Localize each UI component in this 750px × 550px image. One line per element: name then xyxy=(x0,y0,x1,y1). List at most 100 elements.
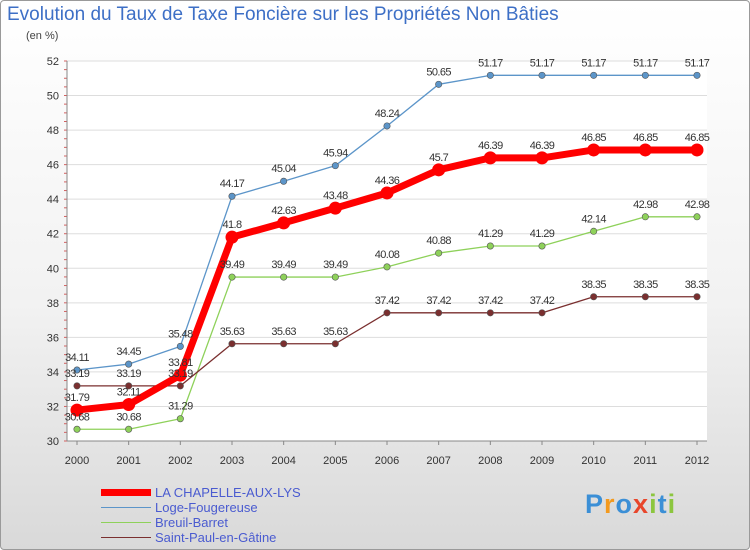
data-point xyxy=(228,192,236,200)
data-label: 42.98 xyxy=(685,199,710,211)
data-label: 46.85 xyxy=(581,132,606,144)
data-label: 37.42 xyxy=(375,295,400,307)
y-tick-label: 34 xyxy=(47,367,59,379)
data-label: 37.42 xyxy=(478,295,503,307)
data-point xyxy=(70,403,84,417)
data-label: 33.19 xyxy=(116,368,141,380)
logo-letter: i xyxy=(667,489,677,519)
data-label: 46.39 xyxy=(478,140,503,152)
data-point xyxy=(693,213,701,221)
data-point xyxy=(73,382,81,390)
data-label: 35.63 xyxy=(271,326,296,338)
data-label: 46.85 xyxy=(633,132,658,144)
data-point xyxy=(432,163,446,177)
data-point xyxy=(125,382,133,390)
data-point xyxy=(331,162,339,170)
x-tick-label: 2012 xyxy=(685,455,709,467)
data-point xyxy=(331,340,339,348)
data-label: 30.68 xyxy=(116,411,141,423)
data-label: 46.85 xyxy=(685,132,710,144)
legend-swatch xyxy=(101,506,151,509)
x-tick-label: 2007 xyxy=(426,455,450,467)
y-tick-label: 50 xyxy=(47,91,59,103)
data-point xyxy=(176,415,184,423)
legend-label: Loge-Fougereuse xyxy=(155,500,258,515)
y-tick-label: 44 xyxy=(47,194,59,206)
data-point xyxy=(173,368,187,382)
data-point xyxy=(590,71,598,79)
x-tick-label: 2002 xyxy=(168,455,192,467)
data-point xyxy=(538,309,546,317)
data-point xyxy=(638,143,652,157)
data-label: 43.48 xyxy=(323,190,348,202)
data-label: 42.98 xyxy=(633,199,658,211)
x-tick-label: 2001 xyxy=(116,455,140,467)
legend-label: LA CHAPELLE-AUX-LYS xyxy=(155,485,301,500)
data-label: 33.19 xyxy=(168,368,193,380)
y-tick-label: 42 xyxy=(47,229,59,241)
data-label: 41.29 xyxy=(478,228,503,240)
data-point xyxy=(641,293,649,301)
logo-letter: x xyxy=(633,489,650,519)
data-label: 40.88 xyxy=(426,235,451,247)
legend: LA CHAPELLE-AUX-LYS Loge-Fougereuse Breuil… xyxy=(101,485,301,545)
data-point xyxy=(73,366,81,374)
data-point xyxy=(435,249,443,257)
data-point xyxy=(538,242,546,250)
data-point xyxy=(122,398,136,412)
chart-title: Evolution du Taux de Taxe Foncière sur l… xyxy=(7,4,559,25)
x-tick-label: 2000 xyxy=(65,455,89,467)
data-label: 39.49 xyxy=(271,259,296,271)
data-point xyxy=(73,425,81,433)
logo-letter: r xyxy=(604,489,616,519)
y-tick-label: 30 xyxy=(47,436,59,448)
data-point xyxy=(486,71,494,79)
data-label: 46.39 xyxy=(530,140,555,152)
data-label: 40.08 xyxy=(375,249,400,261)
data-label: 33.81 xyxy=(168,357,193,369)
data-label: 34.11 xyxy=(65,352,89,364)
data-point xyxy=(228,340,236,348)
y-tick-label: 46 xyxy=(47,160,59,172)
y-tick-label: 40 xyxy=(47,263,59,275)
data-label: 30.68 xyxy=(65,411,90,423)
data-label: 31.29 xyxy=(168,401,193,413)
legend-swatch xyxy=(101,521,151,524)
data-point xyxy=(486,309,494,317)
data-label: 44.17 xyxy=(220,178,245,190)
data-point xyxy=(380,186,394,200)
data-label: 37.42 xyxy=(426,295,451,307)
logo-letter: P xyxy=(585,489,605,519)
data-label: 51.17 xyxy=(581,57,606,69)
data-label: 34.45 xyxy=(116,346,141,358)
data-point xyxy=(483,151,497,165)
data-point xyxy=(383,309,391,317)
data-label: 41.29 xyxy=(530,228,555,240)
data-point xyxy=(693,71,701,79)
data-point xyxy=(587,143,601,157)
y-tick-label: 32 xyxy=(47,401,59,413)
data-label: 45.7 xyxy=(429,152,448,164)
data-label: 38.35 xyxy=(633,279,658,291)
data-label: 51.17 xyxy=(633,57,658,69)
data-point xyxy=(641,71,649,79)
x-tick-label: 2010 xyxy=(581,455,605,467)
data-point xyxy=(590,227,598,235)
x-tick-label: 2009 xyxy=(530,455,554,467)
data-point xyxy=(590,293,598,301)
data-label: 44.36 xyxy=(375,175,400,187)
data-point xyxy=(486,242,494,250)
data-label: 45.04 xyxy=(271,163,296,175)
y-tick-label: 48 xyxy=(47,125,59,137)
data-point xyxy=(277,216,291,230)
data-point xyxy=(538,71,546,79)
data-label: 31.79 xyxy=(65,392,90,404)
y-tick-label: 36 xyxy=(47,332,59,344)
data-label: 39.49 xyxy=(323,259,348,271)
data-point xyxy=(331,273,339,281)
data-point xyxy=(328,201,342,215)
data-label: 42.14 xyxy=(581,213,606,225)
data-label: 45.94 xyxy=(323,148,348,160)
data-point xyxy=(280,273,288,281)
